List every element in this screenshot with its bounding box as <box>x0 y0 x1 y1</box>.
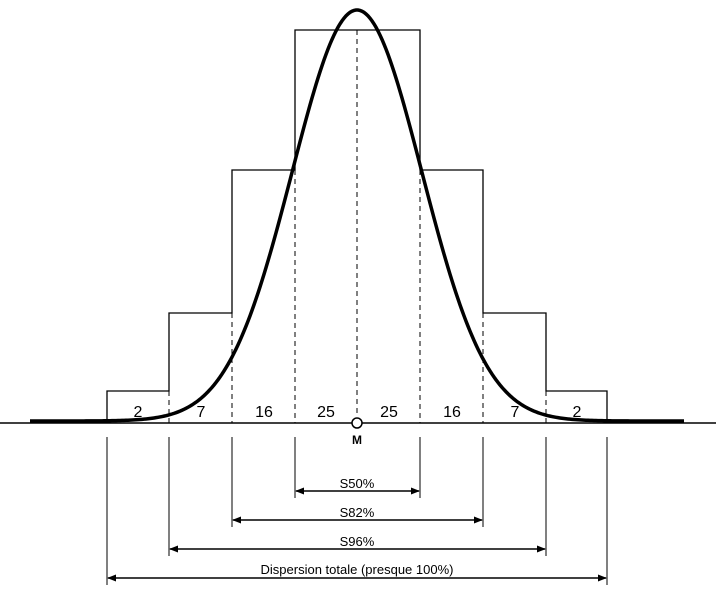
class-dividers <box>168 30 547 423</box>
dimension-s96: S96% <box>169 534 546 553</box>
segment-label: 2 <box>573 404 582 421</box>
dimension-label: S82% <box>340 505 375 520</box>
bell-curve <box>30 8 684 423</box>
segment-label: 16 <box>255 404 273 421</box>
dimension-total: Dispersion totale (presque 100%) <box>107 562 607 582</box>
mean-marker <box>351 417 363 429</box>
segment-label: 7 <box>511 404 520 421</box>
segment-label: 16 <box>443 404 461 421</box>
dimension-label: Dispersion totale (presque 100%) <box>261 562 454 577</box>
segment-label: 25 <box>317 404 335 421</box>
segment-label: 25 <box>380 404 398 421</box>
extension-lines <box>106 437 608 585</box>
dimension-s50: S50% <box>295 476 420 495</box>
dimension-label: S96% <box>340 534 375 549</box>
segment-labels: 2 7 16 25 25 16 7 2 <box>134 404 582 421</box>
mean-label: M <box>352 433 362 447</box>
segment-label: 7 <box>197 404 206 421</box>
segment-label: 2 <box>134 404 143 421</box>
dimension-label: S50% <box>340 476 375 491</box>
dimension-s82: S82% <box>232 505 483 524</box>
